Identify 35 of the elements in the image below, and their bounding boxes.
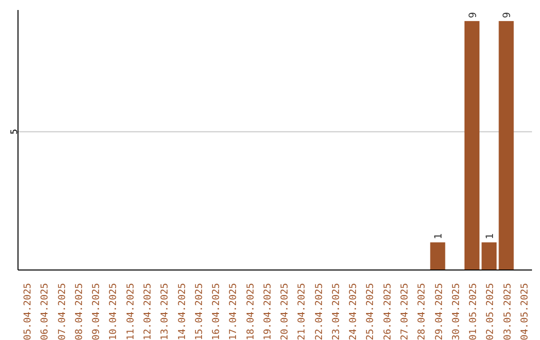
- x-tick-label: 27.04.2025: [400, 283, 410, 340]
- x-tick-label: 23.04.2025: [330, 283, 342, 340]
- data-label: 1: [434, 233, 445, 240]
- data-label: 9: [468, 12, 479, 18]
- x-tick-label: 06.04.2025: [40, 283, 51, 340]
- x-tick-label: 18.04.2025: [245, 283, 256, 340]
- x-tick-label: 04.05.2025: [519, 283, 530, 340]
- x-tick-label: 16.04.2025: [211, 283, 222, 340]
- x-tick-label: 07.04.2025: [56, 283, 68, 340]
- x-tick-label: 14.04.2025: [176, 283, 188, 340]
- x-tick-label: 13.04.2025: [160, 283, 171, 340]
- x-tick-label: 28.04.2025: [416, 283, 428, 340]
- x-tick-label: 20.04.2025: [280, 283, 291, 340]
- x-tick-label: 10.04.2025: [108, 283, 120, 340]
- x-tick-label: 11.04.2025: [125, 283, 136, 340]
- x-tick-label: 22.04.2025: [314, 283, 325, 340]
- x-tick-label: 29.04.2025: [434, 283, 445, 340]
- data-label: 1: [485, 233, 496, 240]
- x-tick-label: 09.04.2025: [91, 283, 102, 340]
- x-tick-label: 02.05.2025: [485, 283, 496, 340]
- x-tick-label: 01.05.2025: [468, 283, 480, 340]
- data-label: 9: [502, 12, 514, 18]
- x-tick-label: 21.04.2025: [296, 283, 308, 340]
- x-tick-label: 30.04.2025: [450, 283, 462, 340]
- x-tick-label: 17.04.2025: [228, 283, 240, 340]
- x-tick-label: 08.04.2025: [74, 283, 85, 340]
- x-tick-label: 03.05.2025: [502, 283, 514, 340]
- x-tick-label: 15.04.2025: [194, 283, 205, 340]
- x-tick-label: 19.04.2025: [262, 283, 274, 340]
- x-tick-label: 24.04.2025: [348, 283, 360, 340]
- x-tick-label: 05.04.2025: [22, 283, 34, 340]
- x-tick-label: 12.04.2025: [142, 283, 154, 340]
- x-tick-label: 26.04.2025: [382, 283, 394, 340]
- x-tick-label: 25.04.2025: [365, 283, 376, 340]
- y-tick-label: 5: [10, 128, 20, 134]
